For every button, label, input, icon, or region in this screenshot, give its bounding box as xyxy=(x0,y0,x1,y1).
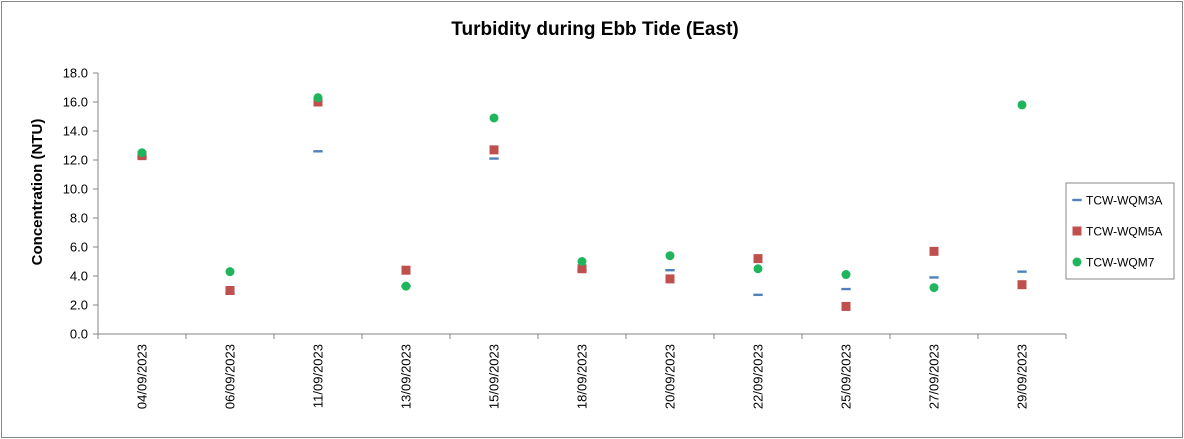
point-tcw-wqm5a xyxy=(489,145,499,155)
point-tcw-wqm7 xyxy=(225,267,235,277)
point-tcw-wqm7 xyxy=(489,113,499,123)
point-tcw-wqm5a xyxy=(665,274,675,284)
point-tcw-wqm3a xyxy=(928,275,940,280)
point-tcw-wqm3a xyxy=(752,293,764,297)
point-tcw-wqm7 xyxy=(401,281,411,291)
point-tcw-wqm7 xyxy=(577,257,587,266)
legend-marker xyxy=(1072,226,1082,236)
chart-title: Turbidity during Ebb Tide (East) xyxy=(451,19,738,40)
point-tcw-wqm7 xyxy=(665,251,675,261)
y-tick-label: 6.0 xyxy=(70,240,88,255)
data-marks xyxy=(136,93,1028,311)
point-tcw-wqm5a xyxy=(577,264,587,274)
legend-box xyxy=(1065,182,1175,280)
point-tcw-wqm7 xyxy=(753,264,763,274)
x-tick-label: 13/09/2023 xyxy=(399,344,414,409)
point-tcw-wqm7 xyxy=(313,93,323,103)
y-tick-label: 0.0 xyxy=(70,327,88,342)
legend-marker xyxy=(1072,257,1082,267)
x-tick-label: 11/09/2023 xyxy=(311,344,326,408)
x-tick-label: 27/09/2023 xyxy=(927,344,942,409)
y-tick-label: 8.0 xyxy=(70,211,88,226)
point-tcw-wqm5a xyxy=(225,286,235,295)
point-tcw-wqm3a xyxy=(1016,269,1028,274)
y-tick-label: 2.0 xyxy=(70,298,88,313)
point-tcw-wqm5a xyxy=(929,246,939,256)
x-tick-label: 04/09/2023 xyxy=(135,344,150,409)
legend: TCW-WQM3A TCW-WQM5A TCW-WQM7 xyxy=(1065,182,1175,280)
x-tick-label: 06/09/2023 xyxy=(223,344,238,409)
point-tcw-wqm5a xyxy=(1017,280,1027,290)
y-axis-label: Concentration (NTU) xyxy=(29,119,46,266)
x-tick-label: 22/09/2023 xyxy=(751,344,766,409)
legend-entry: TCW-WQM7 xyxy=(1086,256,1155,270)
x-tick-label: 20/09/2023 xyxy=(663,344,678,409)
y-tick-label: 4.0 xyxy=(70,269,88,284)
point-tcw-wqm5a xyxy=(401,265,411,275)
point-tcw-wqm7 xyxy=(137,148,147,158)
point-tcw-wqm5a xyxy=(753,254,763,264)
y-tick-label: 10.0 xyxy=(63,182,88,197)
x-tick-label: 25/09/2023 xyxy=(839,344,854,409)
axes: 0.0 2.0 4.0 6.0 8.0 10.0 12.0 14.0 16.0 18.0 04/09… xyxy=(63,66,1067,409)
legend-entry: TCW-WQM5A xyxy=(1086,225,1162,239)
point-tcw-wqm7 xyxy=(1017,100,1027,110)
point-tcw-wqm3a xyxy=(840,287,852,291)
x-tick-label: 18/09/2023 xyxy=(575,344,590,409)
x-tick-label: 15/09/2023 xyxy=(487,344,502,409)
point-tcw-wqm3a xyxy=(664,268,676,273)
y-tick-label: 18.0 xyxy=(63,66,88,81)
legend-entry: TCW-WQM3A xyxy=(1086,194,1162,208)
x-tick-label: 29/09/2023 xyxy=(1015,344,1030,409)
point-tcw-wqm3a xyxy=(488,156,500,161)
point-tcw-wqm7 xyxy=(841,270,851,280)
y-tick-label: 16.0 xyxy=(63,95,88,110)
y-tick-label: 12.0 xyxy=(63,153,88,168)
y-tick-label: 14.0 xyxy=(63,124,88,139)
point-tcw-wqm7 xyxy=(929,283,939,293)
point-tcw-wqm5a xyxy=(841,301,851,311)
point-tcw-wqm3a xyxy=(312,149,324,154)
legend-marker xyxy=(1071,198,1083,202)
